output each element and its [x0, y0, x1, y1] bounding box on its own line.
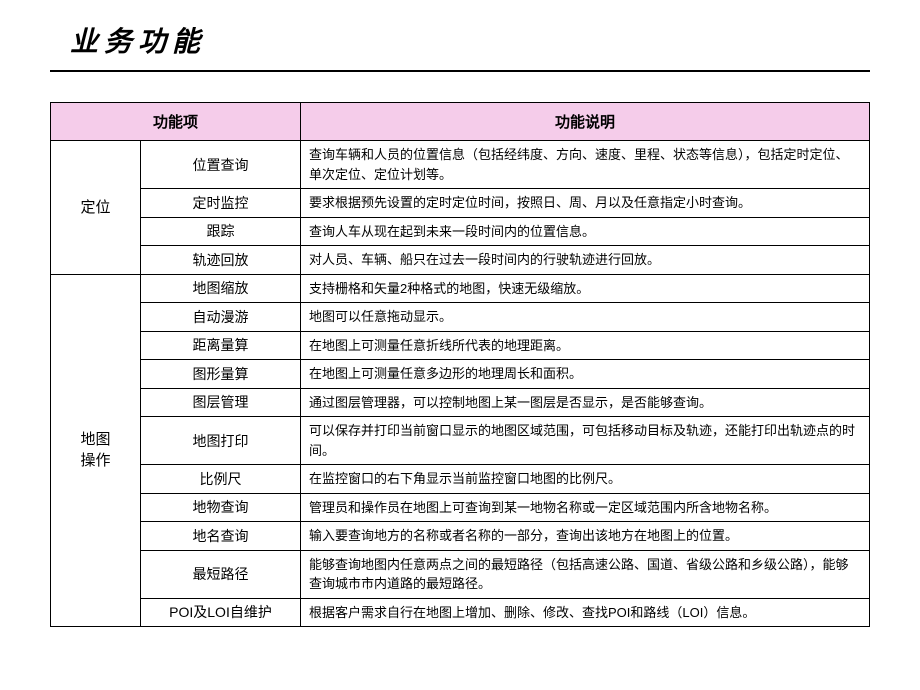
table-row: 自动漫游地图可以任意拖动显示。 [51, 303, 870, 332]
feature-cell: 地图打印 [141, 417, 301, 465]
table-row: 地图操作地图缩放支持栅格和矢量2种格式的地图，快速无级缩放。 [51, 274, 870, 303]
feature-cell: 地物查询 [141, 493, 301, 522]
feature-cell: 图形量算 [141, 360, 301, 389]
description-cell: 管理员和操作员在地图上可查询到某一地物名称或一定区域范围内所含地物名称。 [301, 493, 870, 522]
feature-cell: 距离量算 [141, 331, 301, 360]
table-row: POI及LOI自维护根据客户需求自行在地图上增加、删除、修改、查找POI和路线（… [51, 598, 870, 627]
description-cell: 在地图上可测量任意多边形的地理周长和面积。 [301, 360, 870, 389]
description-cell: 查询人车从现在起到未来一段时间内的位置信息。 [301, 217, 870, 246]
header-feature: 功能项 [51, 103, 301, 141]
table-row: 定位位置查询查询车辆和人员的位置信息（包括经纬度、方向、速度、里程、状态等信息）… [51, 141, 870, 189]
feature-cell: 轨迹回放 [141, 246, 301, 275]
table-row: 地物查询管理员和操作员在地图上可查询到某一地物名称或一定区域范围内所含地物名称。 [51, 493, 870, 522]
table-row: 地图打印可以保存并打印当前窗口显示的地图区域范围，可包括移动目标及轨迹，还能打印… [51, 417, 870, 465]
description-cell: 能够查询地图内任意两点之间的最短路径（包括高速公路、国道、省级公路和乡级公路），… [301, 550, 870, 598]
table-row: 图形量算在地图上可测量任意多边形的地理周长和面积。 [51, 360, 870, 389]
description-cell: 地图可以任意拖动显示。 [301, 303, 870, 332]
table-header-row: 功能项 功能说明 [51, 103, 870, 141]
title-underline [50, 70, 870, 72]
feature-cell: POI及LOI自维护 [141, 598, 301, 627]
feature-cell: 比例尺 [141, 465, 301, 494]
feature-cell: 定时监控 [141, 189, 301, 218]
description-cell: 根据客户需求自行在地图上增加、删除、修改、查找POI和路线（LOI）信息。 [301, 598, 870, 627]
description-cell: 通过图层管理器，可以控制地图上某一图层是否显示，是否能够查询。 [301, 388, 870, 417]
page-title: 业务功能 [70, 20, 870, 70]
table-row: 轨迹回放对人员、车辆、船只在过去一段时间内的行驶轨迹进行回放。 [51, 246, 870, 275]
feature-cell: 自动漫游 [141, 303, 301, 332]
description-cell: 输入要查询地方的名称或者名称的一部分，查询出该地方在地图上的位置。 [301, 522, 870, 551]
description-cell: 在地图上可测量任意折线所代表的地理距离。 [301, 331, 870, 360]
table-row: 图层管理通过图层管理器，可以控制地图上某一图层是否显示，是否能够查询。 [51, 388, 870, 417]
table-row: 距离量算在地图上可测量任意折线所代表的地理距离。 [51, 331, 870, 360]
description-cell: 支持栅格和矢量2种格式的地图，快速无级缩放。 [301, 274, 870, 303]
description-cell: 可以保存并打印当前窗口显示的地图区域范围，可包括移动目标及轨迹，还能打印出轨迹点… [301, 417, 870, 465]
table-row: 比例尺在监控窗口的右下角显示当前监控窗口地图的比例尺。 [51, 465, 870, 494]
category-cell: 地图操作 [51, 274, 141, 627]
feature-cell: 地名查询 [141, 522, 301, 551]
table-row: 最短路径能够查询地图内任意两点之间的最短路径（包括高速公路、国道、省级公路和乡级… [51, 550, 870, 598]
feature-cell: 图层管理 [141, 388, 301, 417]
description-cell: 在监控窗口的右下角显示当前监控窗口地图的比例尺。 [301, 465, 870, 494]
header-description: 功能说明 [301, 103, 870, 141]
category-cell: 定位 [51, 141, 141, 275]
table-row: 定时监控要求根据预先设置的定时定位时间，按照日、周、月以及任意指定小时查询。 [51, 189, 870, 218]
feature-cell: 最短路径 [141, 550, 301, 598]
description-cell: 要求根据预先设置的定时定位时间，按照日、周、月以及任意指定小时查询。 [301, 189, 870, 218]
feature-cell: 位置查询 [141, 141, 301, 189]
feature-cell: 跟踪 [141, 217, 301, 246]
description-cell: 查询车辆和人员的位置信息（包括经纬度、方向、速度、里程、状态等信息），包括定时定… [301, 141, 870, 189]
description-cell: 对人员、车辆、船只在过去一段时间内的行驶轨迹进行回放。 [301, 246, 870, 275]
feature-table: 功能项 功能说明 定位位置查询查询车辆和人员的位置信息（包括经纬度、方向、速度、… [50, 102, 870, 627]
table-row: 地名查询输入要查询地方的名称或者名称的一部分，查询出该地方在地图上的位置。 [51, 522, 870, 551]
table-row: 跟踪查询人车从现在起到未来一段时间内的位置信息。 [51, 217, 870, 246]
feature-cell: 地图缩放 [141, 274, 301, 303]
